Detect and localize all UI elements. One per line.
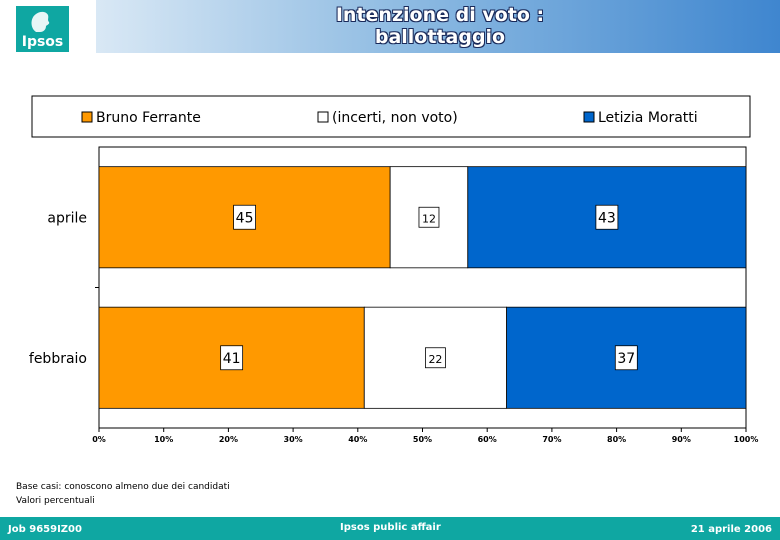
data-label-box [614, 345, 638, 371]
legend-label: Letizia Moratti [598, 110, 698, 126]
data-label-box [425, 347, 446, 369]
x-tick-label: 10% [154, 435, 173, 444]
data-label: 12 [422, 212, 436, 225]
data-label: 41 [223, 351, 241, 367]
x-tick-label: 40% [348, 435, 367, 444]
data-label-box [220, 345, 244, 371]
x-tick-label: 90% [672, 435, 691, 444]
data-label-box [233, 204, 256, 230]
x-tick-label: 100% [734, 435, 759, 444]
chart: Bruno Ferrante (incerti, non voto) Letizia… [29, 95, 759, 444]
x-tick-label: 20% [219, 435, 238, 444]
x-tick-label: 70% [542, 435, 561, 444]
logo-text: Ipsos [21, 34, 64, 50]
title-band [96, 0, 780, 53]
data-label: 37 [617, 351, 635, 367]
legend-box [31, 95, 751, 138]
legend-label: Bruno Ferrante [96, 110, 201, 126]
x-tick-label: 50% [413, 435, 432, 444]
category-label: aprile [47, 210, 87, 226]
footer-center: Ipsos public affair [340, 522, 441, 533]
job-number: Job 9659IZ00 [8, 524, 82, 535]
footer: Job 9659IZ00 Ipsos public affair 21 apri… [0, 517, 780, 540]
ipsos-logo: Ipsos [16, 6, 69, 52]
profile-icon [31, 11, 50, 32]
page-title: Intenzione di voto : ballottaggio [290, 4, 590, 48]
data-label-box [595, 204, 619, 230]
values-note: Valori percentuali [16, 496, 95, 506]
x-tick-label: 0% [92, 435, 106, 444]
legend-swatch [317, 111, 329, 123]
title-line-1: Intenzione di voto : [335, 4, 545, 26]
data-label: 43 [598, 210, 616, 226]
category-label: febbraio [29, 351, 87, 367]
legend-label: (incerti, non voto) [332, 110, 458, 126]
x-tick-label: 80% [607, 435, 626, 444]
legend-swatch [81, 111, 93, 123]
data-label: 22 [428, 353, 442, 366]
legend-swatch [583, 111, 595, 123]
logo: Ipsos [0, 0, 92, 53]
base-note: Base casi: conoscono almeno due dei cand… [16, 482, 230, 492]
data-label: 45 [236, 210, 254, 226]
title-line-2: ballottaggio [374, 26, 506, 48]
x-tick-label: 60% [478, 435, 497, 444]
footer-date: 21 aprile 2006 [690, 524, 772, 535]
x-tick-label: 30% [284, 435, 303, 444]
data-label-box [418, 206, 440, 228]
header: Ipsos Intenzione di voto : ballottaggio [0, 0, 780, 55]
